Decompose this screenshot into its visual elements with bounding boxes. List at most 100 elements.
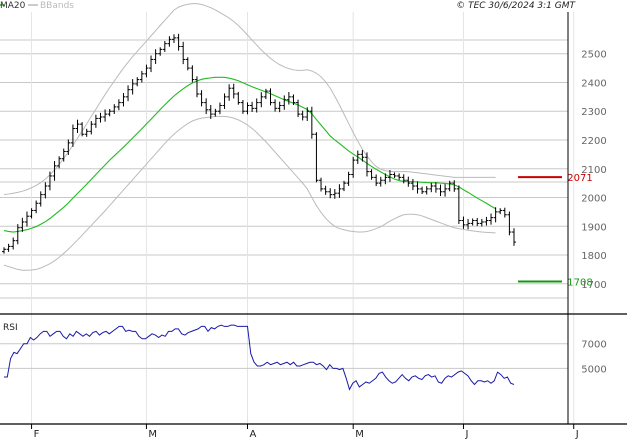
price-tick-label: 1900 — [581, 222, 606, 233]
price-bar — [443, 184, 448, 197]
price-bar — [98, 112, 103, 123]
rsi-line — [4, 324, 515, 391]
price-bar — [6, 243, 11, 252]
price-bar — [286, 92, 291, 105]
price-bar — [116, 99, 121, 111]
time-tick-label: A — [250, 429, 257, 440]
price-bar — [52, 161, 57, 181]
price-bar — [332, 189, 337, 199]
price-bar — [342, 180, 346, 192]
price-bar — [149, 55, 154, 73]
price-bar — [236, 91, 241, 105]
price-tick-label: 2300 — [581, 107, 606, 118]
price-levels: 2071 1708 — [518, 173, 593, 288]
price-bar — [452, 180, 457, 192]
price-bar — [107, 108, 112, 117]
price-bar — [61, 148, 66, 162]
price-bar — [199, 90, 204, 107]
price-bar — [43, 182, 48, 199]
price-tick-label: 2400 — [581, 78, 606, 89]
price-bar — [250, 101, 255, 112]
price-bar — [84, 128, 89, 137]
price-bar — [466, 218, 471, 230]
rsi-panel: 7000 5000 RSI — [0, 323, 607, 391]
price-bar — [190, 65, 195, 83]
price-bar — [213, 108, 218, 117]
price-bar — [415, 181, 420, 194]
price-bar — [34, 200, 39, 214]
price-bar — [410, 178, 415, 191]
bollinger-bands — [3, 3, 496, 271]
price-grid — [0, 12, 575, 424]
price-bar — [355, 150, 360, 164]
price-bar — [502, 207, 507, 218]
price-bar — [314, 132, 319, 183]
price-bar — [470, 218, 475, 226]
price-bar — [70, 124, 75, 147]
price-bar — [176, 33, 181, 51]
price-bar — [429, 182, 434, 193]
price-bar — [273, 99, 278, 112]
price-bar — [38, 191, 43, 207]
price-tick-label: 2500 — [581, 50, 606, 61]
price-bar — [29, 208, 34, 219]
price-bar — [130, 79, 135, 95]
price-bar — [162, 41, 167, 52]
price-bar — [360, 150, 365, 162]
price-axis: 2500 2400 2300 2200 2100 2000 1900 1800 1700 — [581, 50, 606, 291]
price-tick-label: 1800 — [581, 251, 606, 262]
price-bar — [475, 217, 480, 226]
price-bar — [309, 106, 314, 139]
price-bar — [126, 85, 131, 102]
price-bar — [328, 188, 333, 199]
price-bar — [245, 102, 250, 115]
price-bar — [489, 213, 494, 225]
price-bar — [433, 182, 438, 193]
price-bar — [80, 122, 85, 137]
ma20-line — [3, 76, 496, 233]
price-tick-label: 1700 — [581, 280, 606, 291]
price-bar — [447, 180, 452, 192]
price-bar — [57, 156, 62, 169]
price-tick-label: 2100 — [581, 165, 606, 176]
price-bar — [369, 169, 374, 180]
price-bar — [351, 156, 356, 178]
price-bar — [401, 174, 406, 184]
moving-average — [3, 76, 496, 233]
price-bar — [240, 100, 245, 114]
price-bar — [15, 224, 20, 245]
price-bar — [319, 177, 324, 192]
price-bar — [227, 84, 232, 101]
price-bar — [374, 174, 379, 187]
price-bar — [424, 186, 429, 195]
price-bar — [323, 185, 328, 195]
copyright-text: © TEC 30/6/2024 3:1 GMT — [456, 1, 576, 11]
price-bar — [512, 228, 516, 246]
price-bar — [397, 173, 402, 180]
resistance-label: 2071 — [567, 173, 592, 184]
price-bar — [93, 114, 98, 128]
price-bar — [208, 104, 213, 119]
price-bar — [438, 184, 443, 197]
time-tick-label: M — [148, 429, 157, 440]
price-bar — [47, 171, 52, 191]
price-bar — [259, 92, 264, 108]
price-bar — [153, 49, 158, 64]
price-bar — [420, 186, 425, 195]
price-bar — [112, 104, 117, 114]
price-bar — [167, 36, 172, 47]
price-bar — [158, 47, 163, 56]
price-bar — [139, 70, 144, 83]
time-tick-label: J — [575, 429, 579, 440]
bollinger-upper-line — [3, 3, 496, 196]
price-bar — [479, 218, 484, 227]
time-tick-label: F — [34, 429, 40, 440]
price-bar — [254, 98, 259, 113]
price-bar — [66, 139, 71, 155]
price-bar — [268, 88, 273, 106]
price-bar — [498, 208, 503, 215]
bollinger-lower-line — [3, 115, 496, 271]
price-tick-label: 2000 — [581, 194, 606, 205]
price-bar — [231, 83, 236, 99]
